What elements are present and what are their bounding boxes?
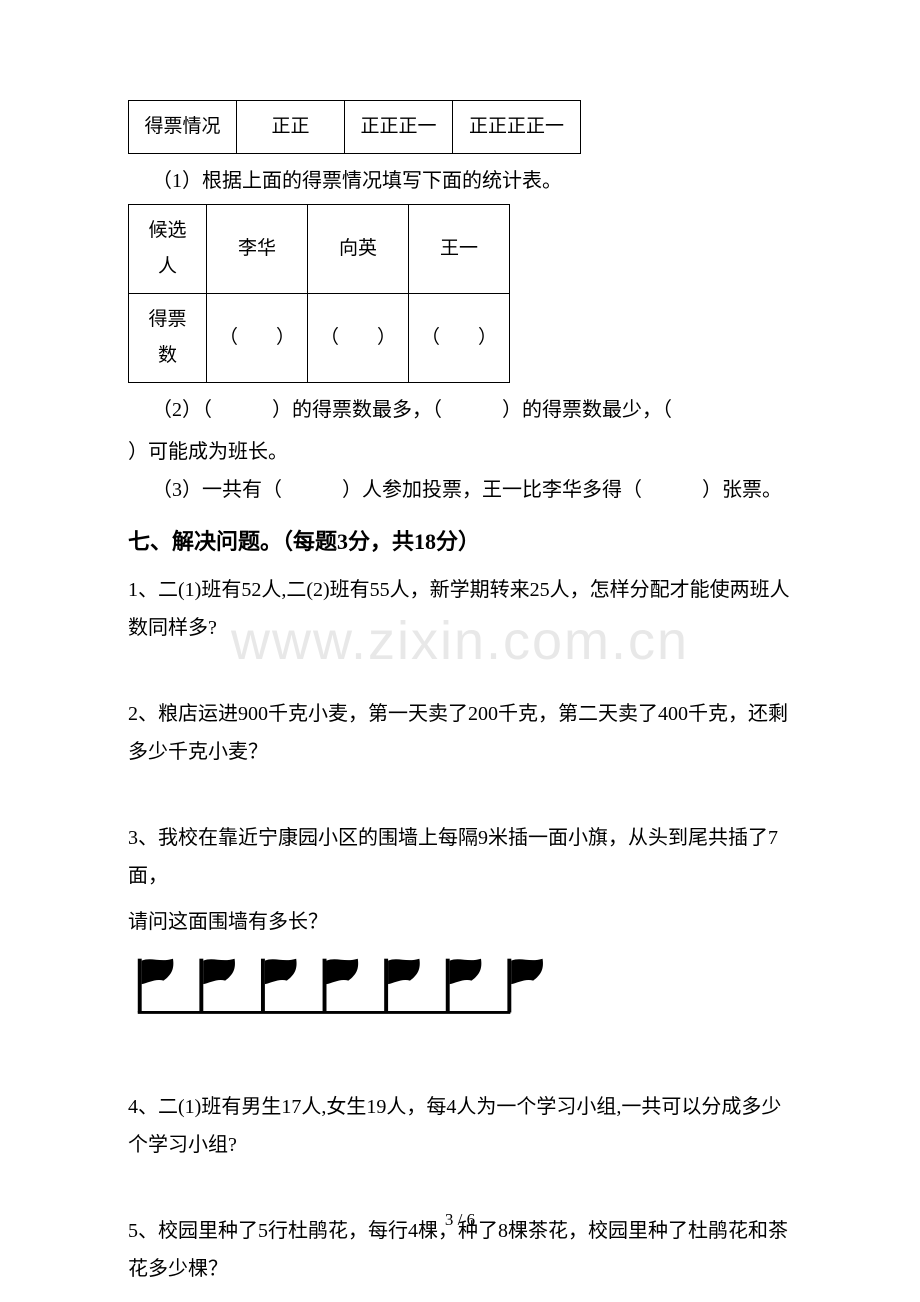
item1-text: （1）根据上面的得票情况填写下面的统计表。 xyxy=(152,162,792,200)
question-5: 5、校园里种了5行杜鹃花，每行4棵，种了8棵茶花，校园里种了杜鹃花和茶花多少棵？ xyxy=(128,1212,792,1288)
table2-header: 向英 xyxy=(308,205,409,294)
vote-tally-table: 得票情况 正正 正正正一 正正正正一 xyxy=(128,100,581,154)
question-1: 1、二(1)班有52人,二(2)班有55人，新学期转来25人，怎样分配才能使两班… xyxy=(128,571,792,647)
table1-cell: 正正正一 xyxy=(345,101,453,154)
flags-svg xyxy=(128,953,568,1025)
table2-blank: （ ） xyxy=(207,294,308,383)
section7-header: 七、解决问题。（每题3分，共18分） xyxy=(128,521,792,563)
question-4: 4、二(1)班有男生17人,女生19人，每4人为一个学习小组,一共可以分成多少个… xyxy=(128,1088,792,1164)
item2-line2: ）可能成为班长。 xyxy=(128,433,792,471)
question-3-line2: 请问这面围墙有多长？ xyxy=(128,903,792,941)
question-3-line1: 3、我校在靠近宁康园小区的围墙上每隔9米插一面小旗，从头到尾共插了7面， xyxy=(128,819,792,895)
item2-line1: （2）（ ）的得票数最多，（ ）的得票数最少，（ xyxy=(152,391,792,429)
table2-blank: （ ） xyxy=(409,294,510,383)
table2-rowlabel: 得票数 xyxy=(129,294,207,383)
item3-text: （3）一共有（ ）人参加投票，王一比李华多得（ ）张票。 xyxy=(152,471,792,509)
table2-blank: （ ） xyxy=(308,294,409,383)
page-content: 得票情况 正正 正正正一 正正正正一 （1）根据上面的得票情况填写下面的统计表。… xyxy=(128,100,792,1288)
table2-header: 王一 xyxy=(409,205,510,294)
table2-header: 候选人 xyxy=(129,205,207,294)
table1-cell: 正正 xyxy=(237,101,345,154)
candidate-stats-table: 候选人 李华 向英 王一 得票数 （ ） （ ） （ ） xyxy=(128,204,510,383)
table1-header: 得票情况 xyxy=(129,101,237,154)
table1-cell: 正正正正一 xyxy=(453,101,581,154)
table2-header: 李华 xyxy=(207,205,308,294)
flags-diagram xyxy=(128,953,792,1038)
question-2: 2、粮店运进900千克小麦，第一天卖了200千克，第二天卖了400千克，还剩多少… xyxy=(128,695,792,771)
